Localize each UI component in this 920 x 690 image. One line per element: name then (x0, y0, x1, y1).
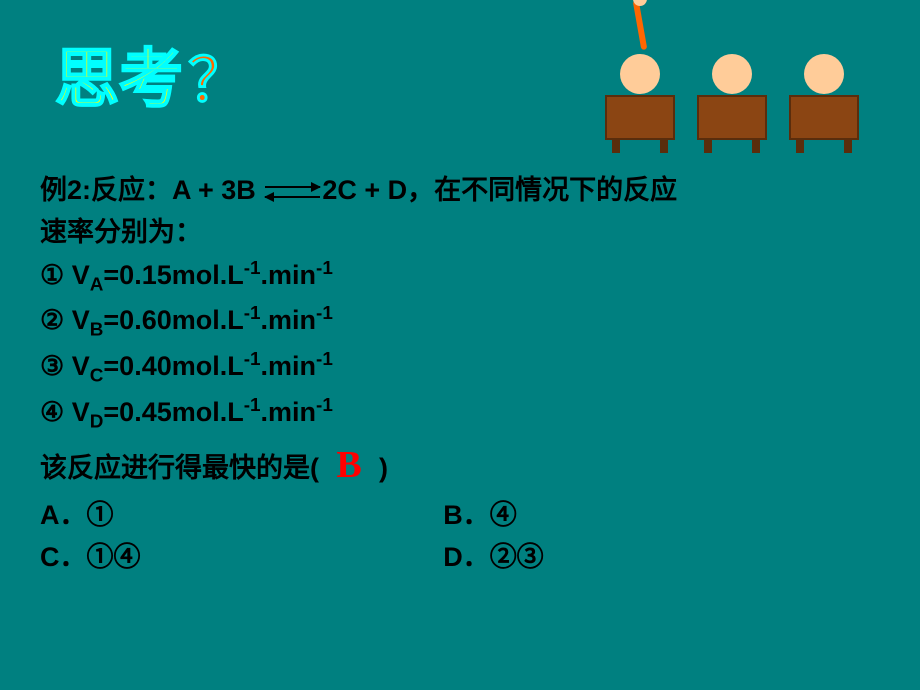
title-text: 思考 (55, 28, 183, 120)
student-head-3 (804, 54, 844, 94)
rate-1: ① VA=0.15mol.L-1.min-1 (40, 254, 880, 300)
equation-rhs: 2C + D (322, 175, 407, 205)
student-head-1 (620, 54, 660, 94)
circled-2: ② (40, 305, 64, 335)
rate-3: ③ VC=0.40mol.L-1.min-1 (40, 345, 880, 391)
option-b: B．④ (443, 495, 880, 537)
answer-letter: B (319, 436, 379, 495)
problem-suffix-2: 速率分别为： (40, 212, 880, 254)
equilibrium-icon (265, 182, 320, 202)
val-3: 0.40 (119, 351, 172, 381)
question-line: 该反应进行得最快的是(B) (40, 436, 880, 495)
equation-line: 例2:反应：A + 3B 2C + D，在不同情况下的反应 (40, 170, 880, 212)
opt-a-text: ① (87, 500, 114, 530)
sub-c: C (90, 365, 104, 386)
rate-4: ④ VD=0.45mol.L-1.min-1 (40, 391, 880, 437)
option-c: C．①④ (40, 537, 443, 579)
circled-4: ④ (40, 397, 64, 427)
val-1: 0.15 (119, 260, 172, 290)
q-after: ) (379, 453, 388, 483)
desk-2 (697, 95, 767, 140)
options-grid: A．① B．④ C．①④ D．②③ (40, 495, 880, 579)
problem-prefix: 例2:反应： (40, 175, 172, 205)
equation-lhs: A + 3B (172, 175, 256, 205)
val-2: 0.60 (119, 305, 172, 335)
sub-a: A (90, 274, 104, 295)
q-before: 该反应进行得最快的是( (40, 453, 319, 483)
opt-d-text: ②③ (490, 542, 544, 572)
raised-arm-icon (633, 0, 648, 50)
slide-title: 思考 ？ (55, 28, 248, 120)
problem-content: 例2:反应：A + 3B 2C + D，在不同情况下的反应 速率分别为： ① V… (40, 170, 880, 579)
opt-c-text: ①④ (87, 542, 141, 572)
opt-b-text: ④ (490, 500, 517, 530)
desk-1 (605, 95, 675, 140)
val-4: 0.45 (119, 397, 172, 427)
option-d: D．②③ (443, 537, 880, 579)
student-head-2 (712, 54, 752, 94)
students-cartoon (605, 30, 860, 140)
sub-b: B (90, 320, 104, 341)
sub-d: D (90, 411, 104, 432)
circled-3: ③ (40, 351, 64, 381)
desk-3 (789, 95, 859, 140)
problem-suffix-1: ，在不同情况下的反应 (407, 175, 677, 205)
option-a: A．① (40, 495, 443, 537)
title-question-mark: ？ (188, 32, 248, 119)
circled-1: ① (40, 260, 64, 290)
rate-2: ② VB=0.60mol.L-1.min-1 (40, 299, 880, 345)
